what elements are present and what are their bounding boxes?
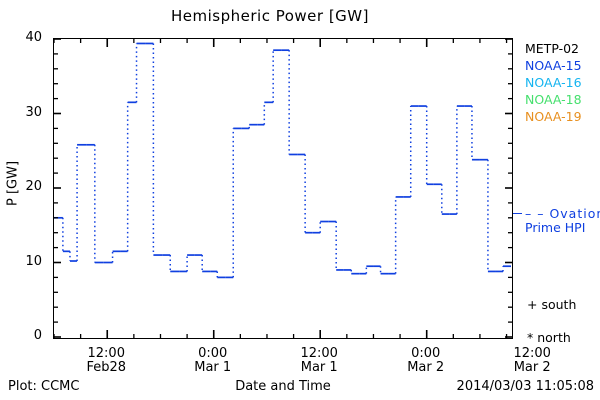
x-tick-4: 12:00 Mar 2 — [497, 347, 567, 375]
y-tick-40: 40 — [25, 30, 42, 45]
legend-ovation-line1: – – Ovation — [525, 206, 600, 221]
legend-north-label: north — [537, 330, 571, 345]
legend-item-noaa-19: NOAA-19 — [525, 109, 582, 124]
x-tick-time: 12:00 — [87, 346, 125, 361]
legend-item-ovation-prime-hpi: – – Ovation Prime HPI — [525, 207, 600, 235]
y-tick-30: 30 — [25, 104, 42, 120]
x-tick-time: 12:00 — [513, 346, 551, 361]
y-tick-0: 0 — [33, 328, 42, 343]
page-title: Hemispheric Power [GW] — [171, 7, 369, 25]
x-tick-1: 0:00 Mar 1 — [178, 347, 248, 375]
x-tick-time: 0:00 — [198, 346, 228, 361]
legend-ovation-line2: Prime HPI — [525, 220, 586, 235]
x-tick-time: 12:00 — [300, 346, 338, 361]
legend-item-north: * north — [527, 330, 571, 345]
plus-icon: + — [527, 297, 538, 312]
y-tick-20: 20 — [25, 179, 42, 194]
x-tick-time: 0:00 — [411, 346, 441, 361]
x-tick-date: Mar 2 — [513, 360, 551, 375]
legend-south-label: south — [541, 297, 577, 312]
x-tick-date: Mar 2 — [407, 360, 445, 375]
footer-plot-source: Plot: CCMC — [8, 379, 80, 394]
x-tick-0: 12:00 Feb28 — [71, 347, 141, 375]
x-tick-2: 12:00 Mar 1 — [284, 347, 354, 375]
footer-timestamp: 2014/03/03 11:05:08 — [456, 379, 594, 394]
plot-area — [53, 38, 513, 339]
legend-item-south: + south — [527, 297, 576, 312]
legend-item-metp-02: METP-02 — [525, 41, 579, 56]
asterisk-icon: * — [527, 330, 534, 345]
legend-item-noaa-18: NOAA-18 — [525, 92, 582, 107]
legend-item-noaa-15: NOAA-15 — [525, 58, 582, 73]
data-series-canvas — [54, 42, 511, 279]
x-axis-title: Date and Time — [235, 379, 331, 394]
legend: METP-02 NOAA-15 NOAA-16 NOAA-18 NOAA-19 — [525, 40, 600, 125]
legend-item-noaa-16: NOAA-16 — [525, 75, 582, 90]
x-tick-date: Mar 1 — [194, 360, 232, 375]
x-tick-3: 0:00 Mar 2 — [391, 347, 461, 375]
series-NOAA-15 — [54, 42, 511, 279]
ovation-dash-icon — [513, 213, 522, 214]
y-tick-10: 10 — [25, 253, 42, 269]
x-tick-date: Feb28 — [86, 360, 127, 375]
x-tick-date: Mar 1 — [300, 360, 338, 375]
